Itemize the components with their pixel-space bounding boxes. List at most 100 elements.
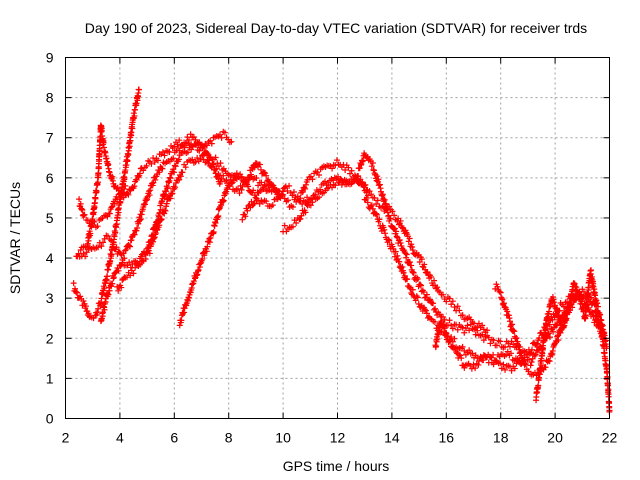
data-point <box>389 208 396 215</box>
data-point <box>342 167 349 174</box>
data-point <box>316 172 323 179</box>
data-point <box>479 322 486 329</box>
x-tick-label: 6 <box>170 430 178 446</box>
data-point <box>175 156 182 163</box>
data-point <box>125 191 132 198</box>
data-point <box>115 287 122 294</box>
data-point <box>171 162 178 169</box>
y-tick-label: 2 <box>46 330 54 346</box>
data-point <box>114 212 121 219</box>
data-point <box>193 142 200 149</box>
y-tick-label: 8 <box>46 90 54 106</box>
data-point <box>263 198 270 205</box>
y-tick-label: 4 <box>46 250 54 266</box>
data-point <box>253 195 260 202</box>
data-point <box>204 150 211 157</box>
data-point <box>176 137 183 144</box>
data-point <box>228 138 235 145</box>
x-axis-label: GPS time / hours <box>283 458 390 474</box>
data-point <box>130 270 137 277</box>
data-point <box>258 179 265 186</box>
data-point <box>159 165 166 172</box>
data-point <box>197 144 204 151</box>
data-point <box>115 267 122 274</box>
data-point <box>267 181 274 188</box>
data-point <box>238 174 245 181</box>
data-point <box>146 250 153 257</box>
data-point <box>196 147 203 154</box>
data-point <box>421 261 428 268</box>
data-point <box>368 163 375 170</box>
data-point <box>127 272 134 279</box>
data-point <box>129 125 136 132</box>
x-tick-label: 14 <box>384 430 400 446</box>
data-point <box>145 247 152 254</box>
data-point <box>156 222 163 229</box>
data-point <box>176 322 183 329</box>
data-point <box>108 204 115 211</box>
data-point <box>111 200 118 207</box>
data-point <box>124 157 131 164</box>
data-point <box>95 244 102 251</box>
data-point <box>128 237 135 244</box>
data-point <box>371 194 378 201</box>
data-point <box>218 202 225 209</box>
data-point <box>70 280 77 287</box>
data-point <box>268 188 275 195</box>
data-point <box>216 131 223 138</box>
data-point <box>230 177 237 184</box>
data-point <box>217 178 224 185</box>
data-point <box>79 207 86 214</box>
data-point <box>358 180 365 187</box>
data-point <box>178 317 185 324</box>
data-point <box>156 169 163 176</box>
data-layer <box>70 86 613 415</box>
data-point <box>170 166 177 173</box>
data-point <box>172 184 179 191</box>
data-point <box>163 188 170 195</box>
data-point <box>135 86 142 93</box>
data-point <box>113 244 120 251</box>
data-point <box>89 222 96 229</box>
y-tick-label: 6 <box>46 170 54 186</box>
data-point <box>263 172 270 179</box>
data-point <box>406 235 413 242</box>
data-point <box>250 200 257 207</box>
data-point <box>92 312 99 319</box>
data-point <box>397 217 404 224</box>
data-point <box>114 184 121 191</box>
data-point <box>449 298 456 305</box>
data-point <box>104 273 111 280</box>
data-point <box>123 162 130 169</box>
data-point <box>121 255 128 262</box>
data-point <box>112 229 119 236</box>
data-point <box>221 189 228 196</box>
data-point <box>269 202 276 209</box>
data-point <box>195 266 202 273</box>
data-point <box>105 291 112 298</box>
data-point <box>152 176 159 183</box>
data-point <box>118 284 125 291</box>
data-point <box>76 196 83 203</box>
data-point <box>256 161 263 168</box>
data-point <box>281 184 288 191</box>
data-point <box>168 191 175 198</box>
data-point <box>293 198 300 205</box>
data-point <box>197 156 204 163</box>
data-point <box>297 215 304 222</box>
data-point <box>431 277 438 284</box>
data-point <box>141 251 148 258</box>
data-point <box>104 213 111 220</box>
data-point <box>304 194 311 201</box>
data-point <box>74 289 81 296</box>
data-point <box>424 268 431 275</box>
data-point <box>94 309 101 316</box>
data-point <box>85 237 92 244</box>
data-point <box>299 189 306 196</box>
x-tick-label: 16 <box>439 430 455 446</box>
x-tick-label: 2 <box>62 430 70 446</box>
data-point <box>92 195 99 202</box>
x-tick-label: 22 <box>602 430 618 446</box>
data-point <box>161 152 168 159</box>
data-point <box>127 137 134 144</box>
